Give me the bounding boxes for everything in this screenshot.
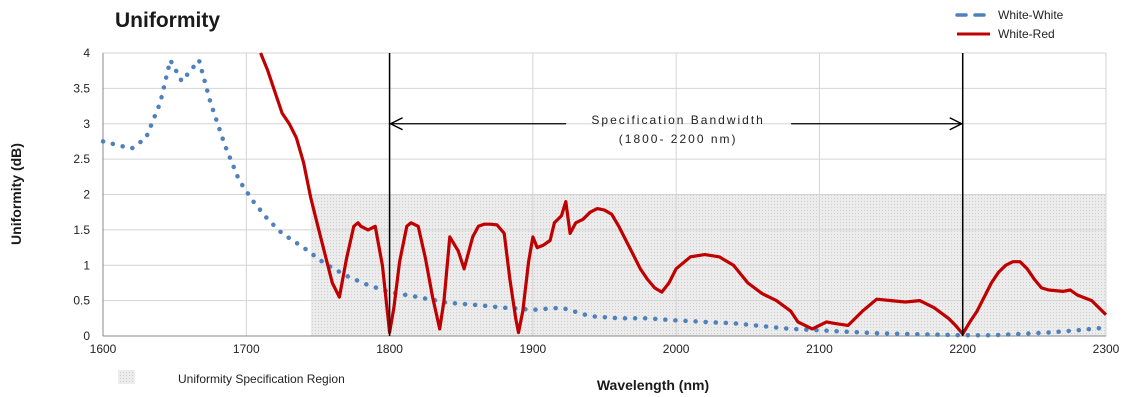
- bandwidth-annotation-line1: Specification Bandwidth: [591, 113, 764, 127]
- spec-region-legend: Uniformity Specification Region: [118, 370, 345, 386]
- x-tick-label: 1800: [376, 342, 403, 356]
- plot-area: Specification Bandwidth (1800- 2200 nm): [100, 52, 1109, 338]
- spec-region-legend-label: Uniformity Specification Region: [178, 372, 345, 386]
- y-tick-label: 1: [83, 258, 90, 272]
- y-tick-labels: 0 0.5 1 1.5 2 2.5 3 3.5 4: [73, 46, 90, 343]
- x-tick-label: 2200: [949, 342, 976, 356]
- series-layer: [100, 52, 1109, 338]
- legend-label-white-red: White-Red: [998, 27, 1055, 41]
- spec-region-swatch: [118, 370, 135, 384]
- series-line-white-red: [259, 52, 1108, 336]
- y-tick-label: 4: [83, 46, 90, 60]
- x-tick-label: 2000: [663, 342, 690, 356]
- x-axis-label: Wavelength (nm): [597, 377, 709, 393]
- y-tick-label: 3.5: [73, 81, 90, 95]
- y-tick-label: 0.5: [73, 294, 90, 308]
- y-tick-label: 2.5: [73, 152, 90, 166]
- legend: White-White White-Red: [955, 8, 1064, 41]
- y-tick-label: 0: [83, 329, 90, 343]
- y-axis-label: Uniformity (dB): [8, 143, 24, 245]
- chart-title: Uniformity: [115, 9, 220, 32]
- bandwidth-annotation-line2: (1800- 2200 nm): [619, 132, 738, 146]
- legend-label-white-white: White-White: [998, 8, 1064, 22]
- x-tick-label: 1700: [233, 342, 260, 356]
- x-tick-label: 2100: [806, 342, 833, 356]
- x-tick-label: 1600: [90, 342, 117, 356]
- x-tick-label: 2300: [1093, 342, 1120, 356]
- x-tick-labels: 1600 1700 1800 1900 2000 2100 2200 2300: [90, 342, 1120, 356]
- y-tick-label: 2: [83, 188, 90, 202]
- y-tick-label: 3: [83, 117, 90, 131]
- x-tick-label: 1900: [520, 342, 547, 356]
- y-tick-label: 1.5: [73, 223, 90, 237]
